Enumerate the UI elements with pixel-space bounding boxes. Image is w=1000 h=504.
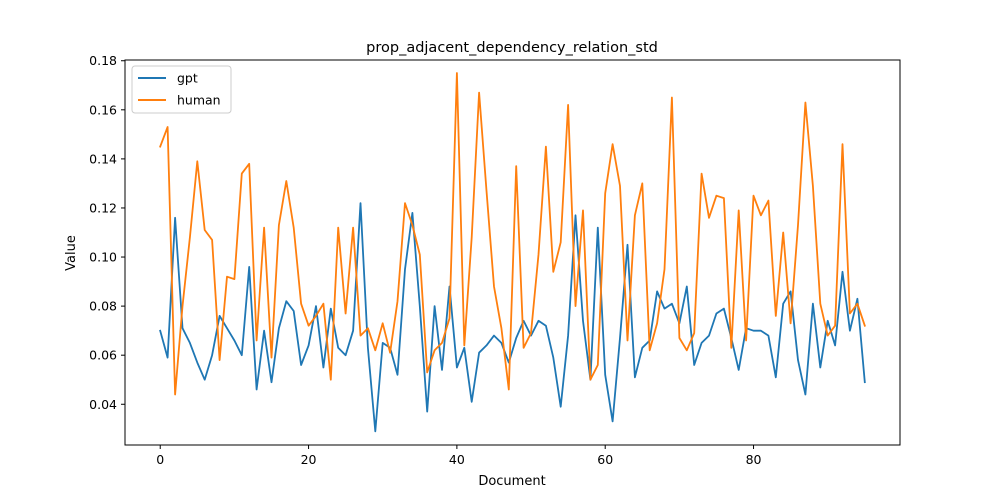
x-axis: 0 20 40 60 80 <box>156 445 762 467</box>
legend-label-gpt: gpt <box>177 71 198 86</box>
y-tick-label: 0.14 <box>89 151 117 166</box>
y-tick-label: 0.16 <box>89 102 117 117</box>
plot-area-frame <box>124 59 901 446</box>
y-axis: 0.04 0.06 0.08 0.10 0.12 0.14 0.16 0.18 <box>89 53 125 412</box>
series-line-human <box>159 72 866 396</box>
y-tick-label: 0.10 <box>89 250 117 265</box>
x-tick-label: 80 <box>746 452 762 467</box>
y-tick-label: 0.18 <box>89 53 117 68</box>
legend: gpt human <box>131 65 232 114</box>
series-layer <box>159 72 866 433</box>
y-tick-label: 0.06 <box>89 348 117 363</box>
legend-label-human: human <box>177 93 221 108</box>
x-tick-label: 20 <box>301 452 317 467</box>
y-tick-label: 0.04 <box>89 397 117 412</box>
y-tick-label: 0.12 <box>89 200 117 215</box>
chart-title: prop_adjacent_dependency_relation_std <box>366 40 658 56</box>
y-tick-label: 0.08 <box>89 299 117 314</box>
x-tick-label: 0 <box>156 452 164 467</box>
x-axis-label: Document <box>478 474 545 489</box>
y-axis-label: Value <box>64 235 79 271</box>
x-tick-label: 60 <box>597 452 613 467</box>
x-tick-label: 40 <box>449 452 465 467</box>
